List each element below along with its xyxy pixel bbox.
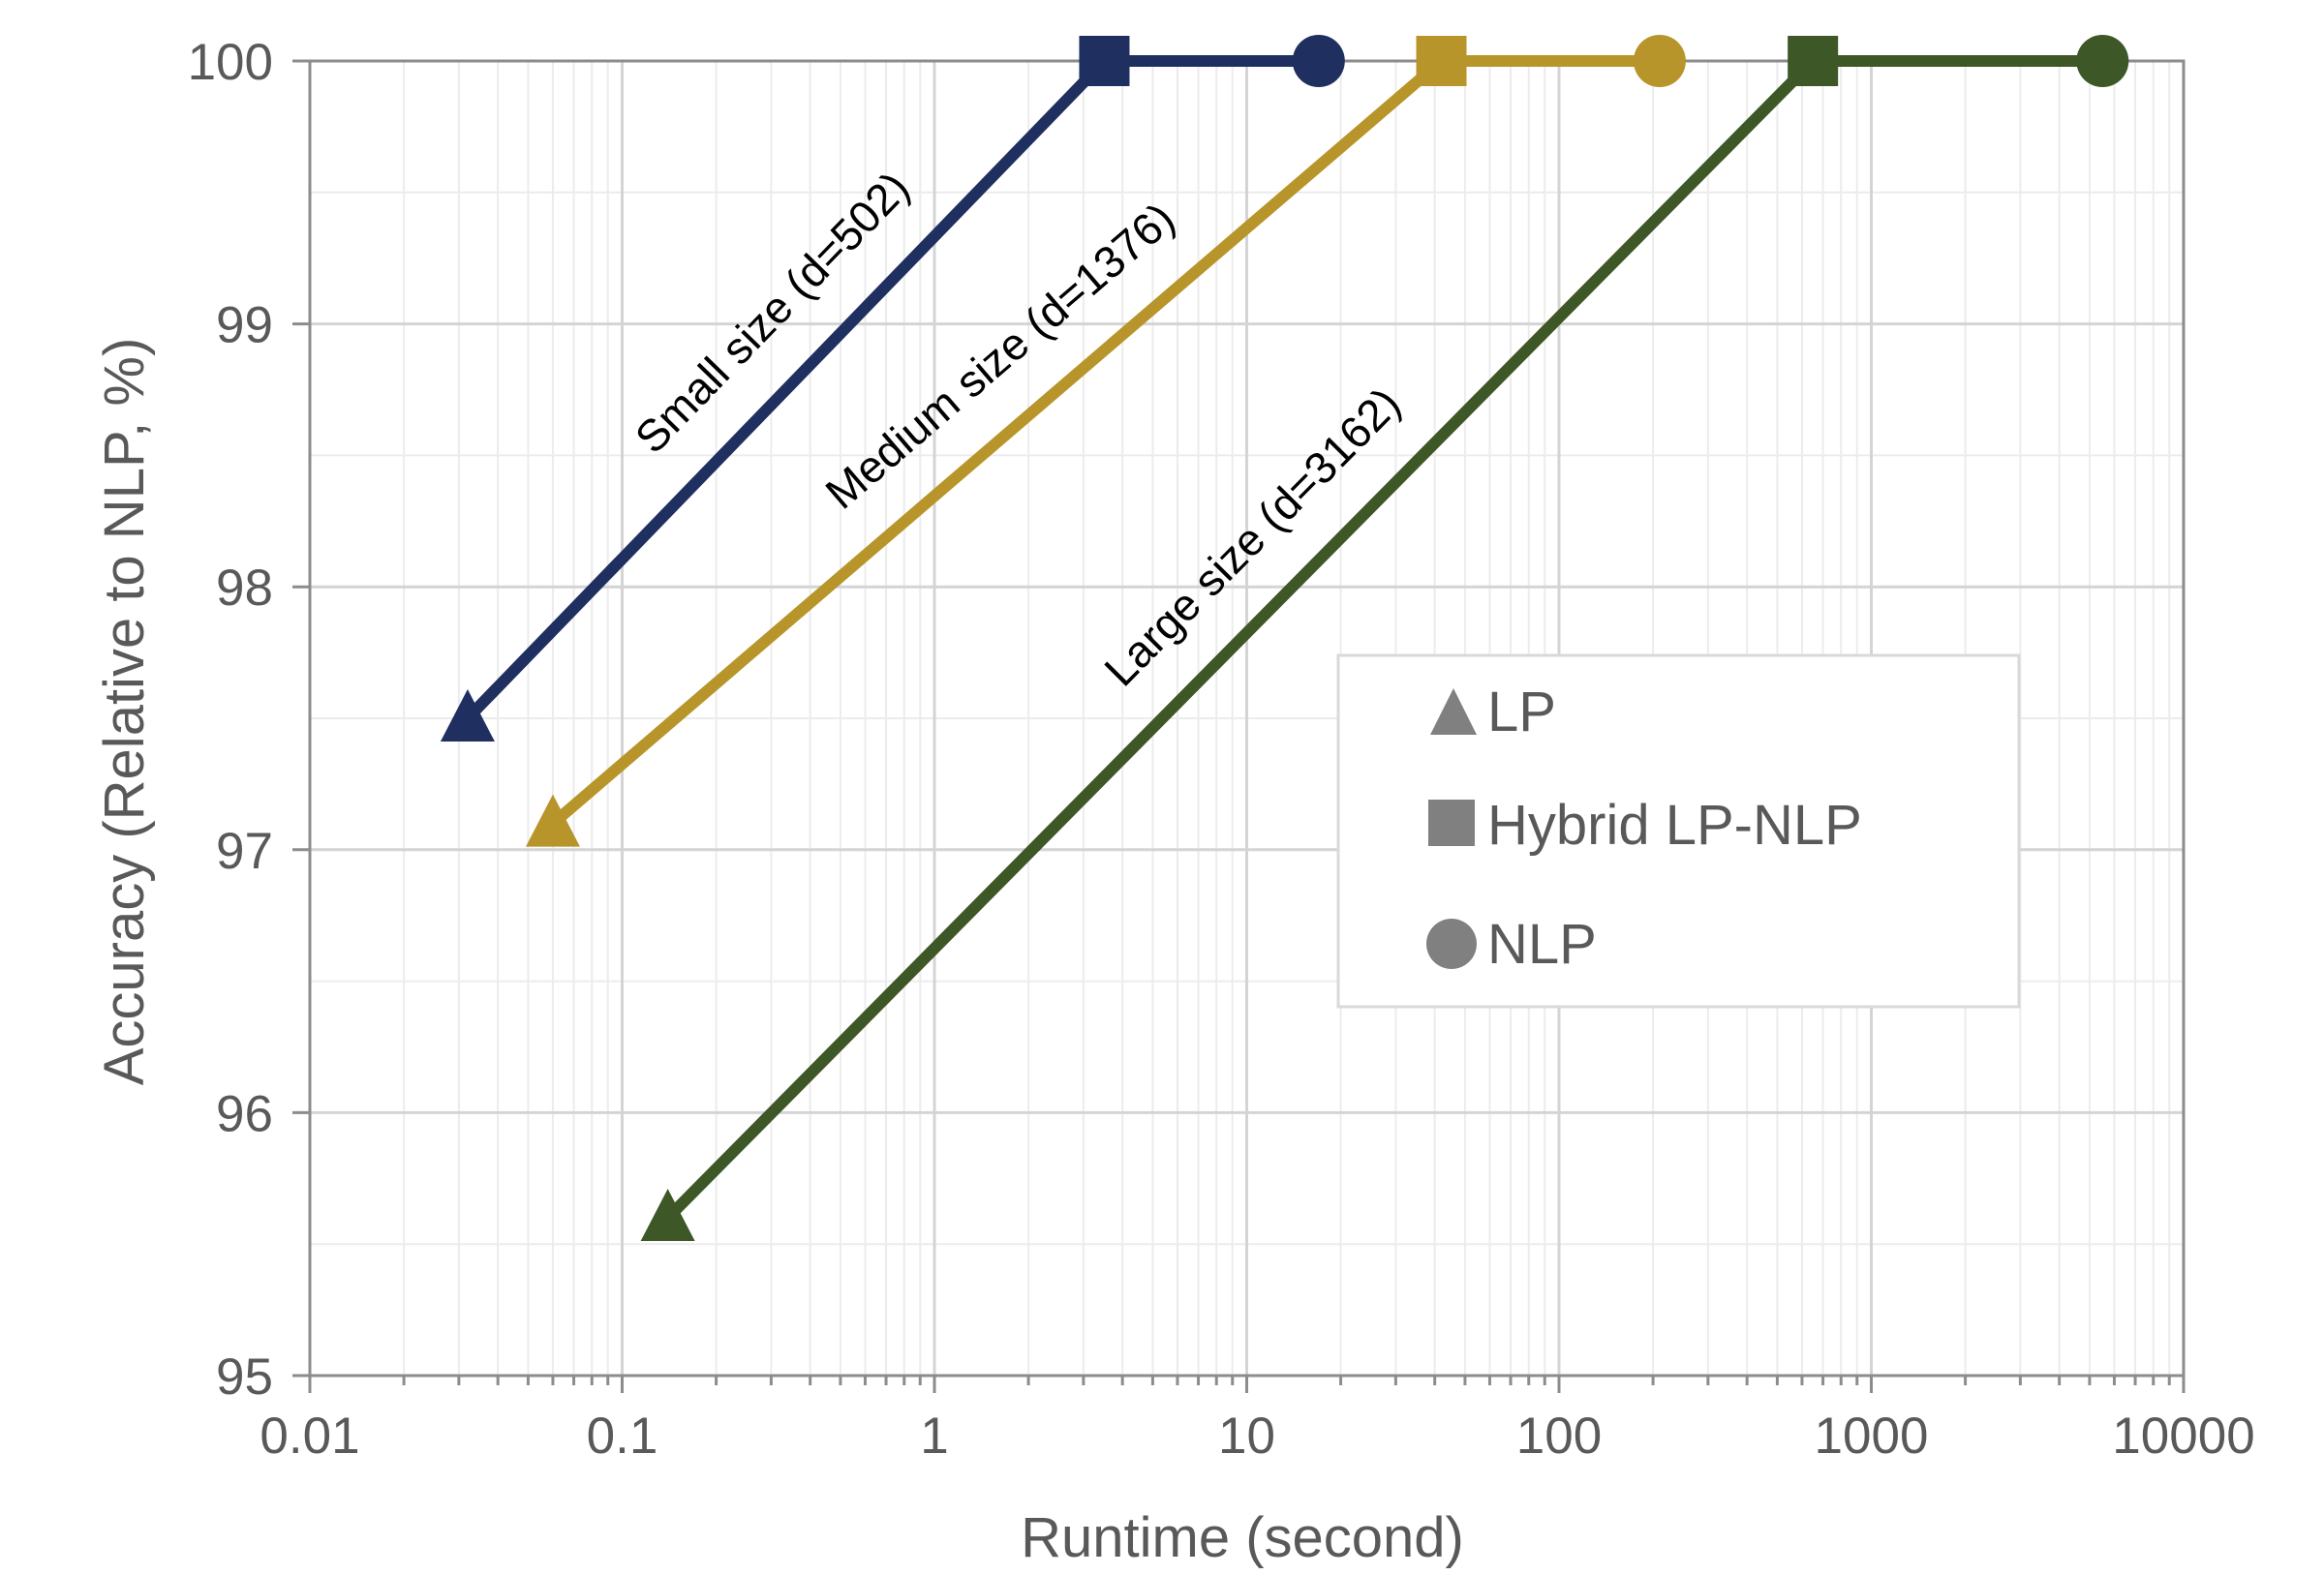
y-tick-label: 97	[216, 823, 273, 880]
x-tick-label: 0.1	[587, 1408, 658, 1465]
nlp-point	[1633, 35, 1686, 87]
hybrid-point	[1079, 36, 1130, 86]
hybrid-point	[1416, 36, 1467, 86]
series-label: Large size (d=3162)	[1094, 378, 1410, 695]
y-tick-label: 99	[216, 297, 273, 354]
x-tick-label: 0.01	[260, 1408, 359, 1465]
lp-point	[525, 794, 580, 847]
legend-circle-marker	[1426, 919, 1477, 969]
y-axis-title: Accuracy (Relative to NLP, %)	[93, 338, 156, 1086]
legend-triangle-marker	[1430, 688, 1477, 735]
y-tick-label: 96	[216, 1085, 273, 1142]
x-tick-label: 10	[1218, 1408, 1275, 1465]
y-tick-label: 95	[216, 1348, 273, 1406]
x-axis-title: Runtime (second)	[1021, 1506, 1464, 1569]
legend-square-marker	[1428, 800, 1475, 846]
x-tick-label: 1000	[1815, 1408, 1929, 1465]
series-line	[663, 55, 2103, 1223]
lp-point	[640, 1189, 695, 1242]
legend: LP Hybrid LP-NLP NLP	[1336, 653, 2021, 1009]
legend-label-lp: LP	[1487, 681, 1556, 743]
nlp-point	[1292, 35, 1345, 87]
series-2	[525, 35, 1686, 847]
axis-ticks: 0.01 0.1 1 10 100 1000 10000 95 96 97 98 99 100	[188, 34, 2255, 1465]
series-3	[640, 35, 2129, 1242]
hybrid-point	[1788, 36, 1839, 86]
y-tick-label: 100	[188, 34, 273, 91]
series-1	[440, 35, 1345, 742]
x-tick-label: 1	[920, 1408, 948, 1465]
y-tick-label: 98	[216, 560, 273, 617]
series-layer	[440, 35, 2129, 1242]
x-tick-label: 10000	[2112, 1408, 2254, 1465]
x-tick-label: 100	[1516, 1408, 1602, 1465]
legend-label-nlp: NLP	[1487, 913, 1597, 976]
nlp-point	[2076, 35, 2129, 87]
legend-label-hybrid: Hybrid LP-NLP	[1487, 794, 1862, 857]
lp-point	[440, 689, 495, 742]
